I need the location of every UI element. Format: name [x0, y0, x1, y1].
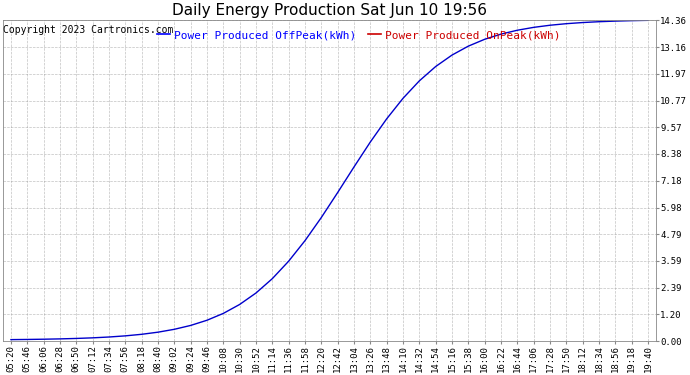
Legend: Power Produced OffPeak(kWh), Power Produced OnPeak(kWh): Power Produced OffPeak(kWh), Power Produ… — [152, 26, 565, 45]
Title: Daily Energy Production Sat Jun 10 19:56: Daily Energy Production Sat Jun 10 19:56 — [172, 3, 487, 18]
Text: Copyright 2023 Cartronics.com: Copyright 2023 Cartronics.com — [3, 25, 174, 35]
